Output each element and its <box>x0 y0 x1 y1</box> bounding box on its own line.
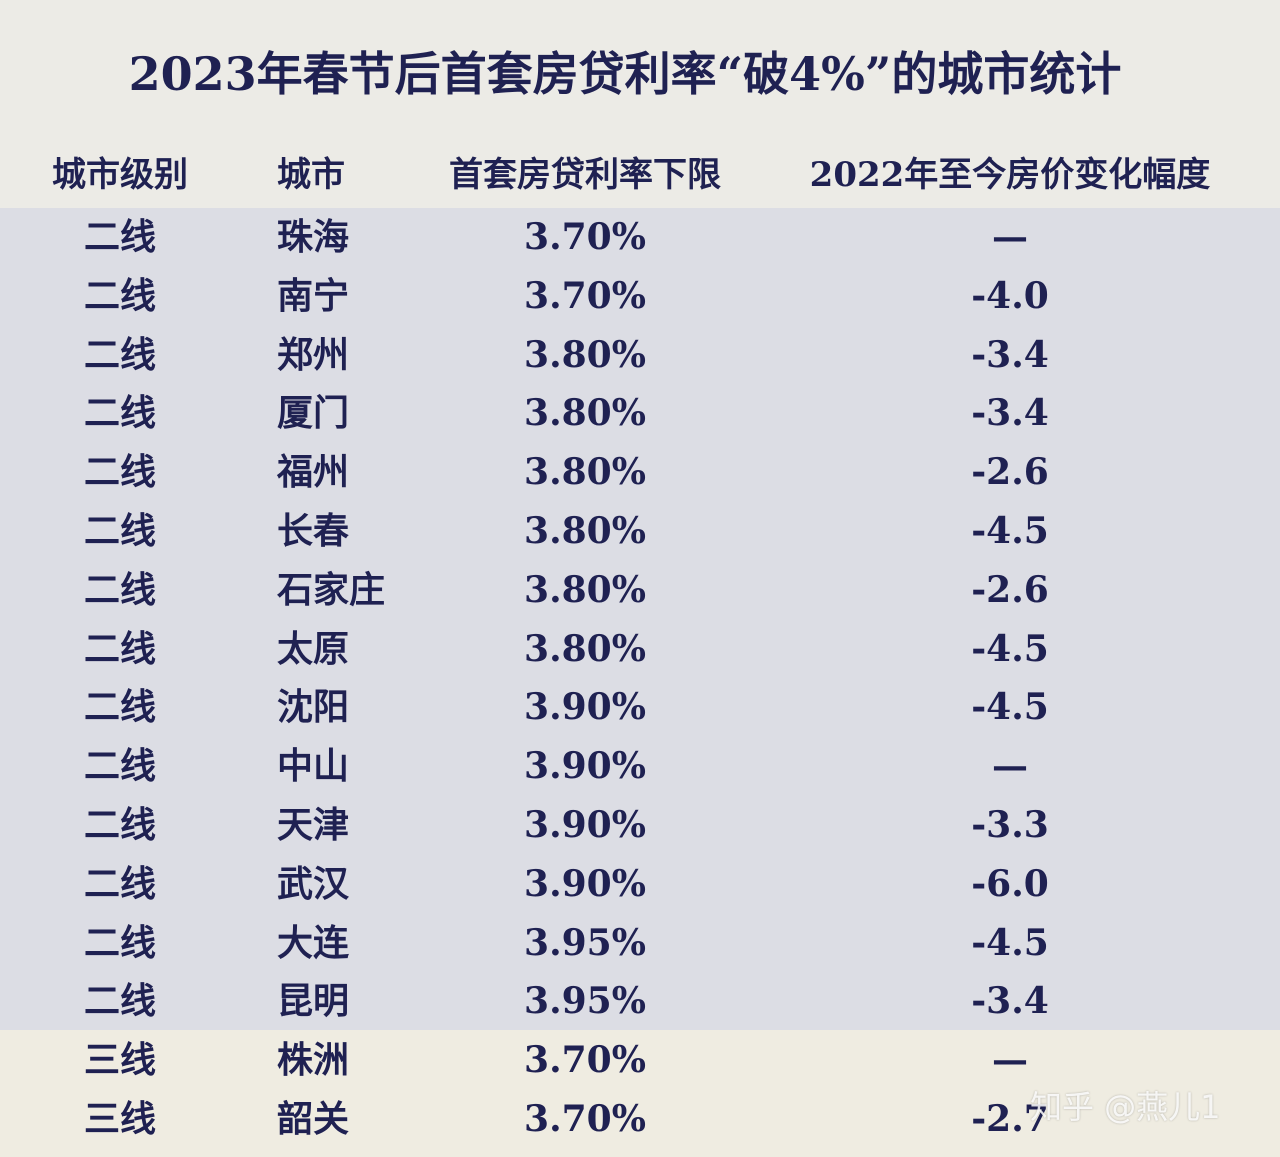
city-cell: 株洲 <box>277 1039 350 1082</box>
tier-cell: 二线 <box>83 745 157 788</box>
rate-cell: 3.80% <box>524 510 646 552</box>
city-cell: 天津 <box>277 804 350 846</box>
change-cell: -3.4 <box>971 392 1049 435</box>
city-cell: 中山 <box>277 745 350 788</box>
tier-cell: 二线 <box>83 862 157 905</box>
city-cell: 昆明 <box>277 980 350 1023</box>
city-cell: 长春 <box>277 510 350 552</box>
tier-cell: 二线 <box>83 568 157 611</box>
tier-cell: 三线 <box>83 1039 157 1082</box>
header-cell: 首套房贷利率下限 <box>449 155 721 195</box>
tier-cell: 二线 <box>83 216 157 258</box>
city-cell: 郑州 <box>277 333 350 376</box>
tier-cell: 二线 <box>83 510 157 552</box>
change-cell: -2.6 <box>971 451 1049 494</box>
tier-cell: 二线 <box>83 686 157 729</box>
tier-cell: 二线 <box>83 451 157 494</box>
rate-cell: 3.90% <box>524 745 646 788</box>
city-cell: 太原 <box>277 627 350 670</box>
city-cell: 武汉 <box>277 862 350 905</box>
rate-cell: 3.80% <box>524 451 646 494</box>
tier-cell: 二线 <box>83 627 157 670</box>
change-cell: -2.7 <box>971 1098 1049 1140</box>
city-cell: 珠海 <box>277 216 350 258</box>
rate-cell: 3.70% <box>524 274 646 317</box>
change-cell: -4.5 <box>971 686 1049 729</box>
change-cell: -3.4 <box>971 333 1049 376</box>
rate-cell: 3.90% <box>524 862 646 905</box>
change-cell: -3.4 <box>971 980 1049 1023</box>
change-cell: — <box>992 745 1028 788</box>
rate-cell: 3.95% <box>524 980 646 1023</box>
rate-cell: 3.80% <box>524 333 646 376</box>
watermark: 知乎 @燕儿1 <box>1030 1088 1221 1126</box>
change-cell: — <box>992 1039 1028 1082</box>
rate-cell: 3.90% <box>524 804 646 846</box>
city-cell: 石家庄 <box>277 568 386 611</box>
city-cell: 厦门 <box>277 392 350 435</box>
header-cell: 城市级别 <box>52 155 188 195</box>
tier-cell: 二线 <box>83 921 157 964</box>
tier-cell: 三线 <box>83 1098 157 1140</box>
rate-cell: 3.80% <box>524 627 646 670</box>
rate-cell: 3.70% <box>524 1039 646 1082</box>
change-cell: -4.5 <box>971 921 1049 964</box>
tier-cell: 二线 <box>83 274 157 317</box>
change-cell: -4.0 <box>971 274 1049 317</box>
rate-cell: 3.70% <box>524 1098 646 1140</box>
tier2-band <box>0 208 1280 1030</box>
tier-cell: 二线 <box>83 804 157 846</box>
rate-cell: 3.80% <box>524 568 646 611</box>
change-cell: -6.0 <box>971 862 1049 905</box>
city-cell: 韶关 <box>277 1098 350 1140</box>
title: 2023年春节后首套房贷利率“破4%”的城市统计 <box>128 47 1122 101</box>
city-cell: 南宁 <box>277 274 350 317</box>
tier-cell: 二线 <box>83 980 157 1023</box>
header-cell: 城市 <box>277 155 345 195</box>
change-cell: — <box>992 216 1028 258</box>
change-cell: -4.5 <box>971 510 1049 552</box>
change-cell: -4.5 <box>971 627 1049 670</box>
rate-cell: 3.95% <box>524 921 646 964</box>
city-cell: 沈阳 <box>277 686 350 729</box>
change-cell: -3.3 <box>971 804 1049 846</box>
rate-cell: 3.80% <box>524 392 646 435</box>
tier-cell: 二线 <box>83 392 157 435</box>
city-cell: 福州 <box>277 451 350 494</box>
tier3-band <box>0 1030 1280 1157</box>
change-cell: -2.6 <box>971 568 1049 611</box>
rate-cell: 3.70% <box>524 216 646 258</box>
header-cell: 2022年至今房价变化幅度 <box>809 155 1211 195</box>
rate-cell: 3.90% <box>524 686 646 729</box>
city-cell: 大连 <box>277 921 350 964</box>
tier-cell: 二线 <box>83 333 157 376</box>
